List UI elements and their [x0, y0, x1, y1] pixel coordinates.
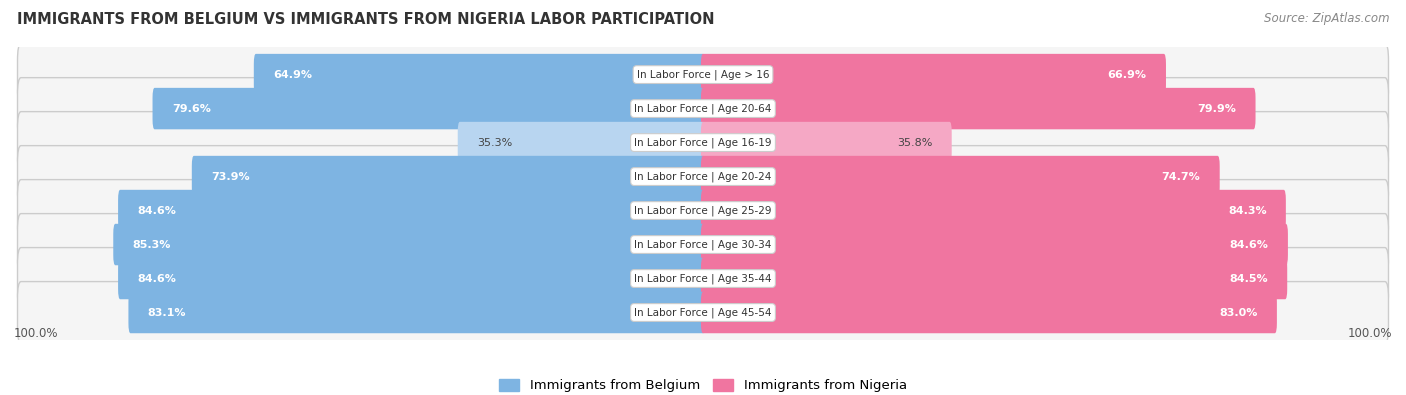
Text: 85.3%: 85.3%: [132, 239, 172, 250]
Text: 84.5%: 84.5%: [1229, 273, 1268, 284]
Text: 100.0%: 100.0%: [1347, 327, 1392, 340]
Text: 84.6%: 84.6%: [1230, 239, 1268, 250]
FancyBboxPatch shape: [702, 122, 952, 163]
FancyBboxPatch shape: [17, 282, 1389, 343]
FancyBboxPatch shape: [17, 214, 1389, 275]
Text: 64.9%: 64.9%: [273, 70, 312, 79]
Text: In Labor Force | Age 20-24: In Labor Force | Age 20-24: [634, 171, 772, 182]
FancyBboxPatch shape: [702, 190, 1286, 231]
Text: In Labor Force | Age 20-64: In Labor Force | Age 20-64: [634, 103, 772, 114]
Text: 83.1%: 83.1%: [148, 308, 186, 318]
Text: 83.0%: 83.0%: [1219, 308, 1257, 318]
Text: 35.8%: 35.8%: [897, 137, 932, 148]
FancyBboxPatch shape: [17, 248, 1389, 309]
FancyBboxPatch shape: [702, 88, 1256, 129]
Text: 84.6%: 84.6%: [138, 273, 176, 284]
FancyBboxPatch shape: [17, 146, 1389, 207]
FancyBboxPatch shape: [118, 258, 704, 299]
FancyBboxPatch shape: [17, 180, 1389, 241]
FancyBboxPatch shape: [702, 156, 1219, 197]
Text: 79.9%: 79.9%: [1198, 103, 1236, 114]
Text: 35.3%: 35.3%: [477, 137, 512, 148]
Text: IMMIGRANTS FROM BELGIUM VS IMMIGRANTS FROM NIGERIA LABOR PARTICIPATION: IMMIGRANTS FROM BELGIUM VS IMMIGRANTS FR…: [17, 12, 714, 27]
FancyBboxPatch shape: [17, 78, 1389, 139]
Text: In Labor Force | Age 16-19: In Labor Force | Age 16-19: [634, 137, 772, 148]
FancyBboxPatch shape: [458, 122, 704, 163]
Text: Source: ZipAtlas.com: Source: ZipAtlas.com: [1264, 12, 1389, 25]
Text: In Labor Force | Age 30-34: In Labor Force | Age 30-34: [634, 239, 772, 250]
FancyBboxPatch shape: [118, 190, 704, 231]
Text: 66.9%: 66.9%: [1108, 70, 1147, 79]
FancyBboxPatch shape: [152, 88, 704, 129]
FancyBboxPatch shape: [17, 112, 1389, 173]
FancyBboxPatch shape: [114, 224, 704, 265]
FancyBboxPatch shape: [702, 224, 1288, 265]
Text: 73.9%: 73.9%: [211, 171, 250, 182]
Text: In Labor Force | Age > 16: In Labor Force | Age > 16: [637, 70, 769, 80]
FancyBboxPatch shape: [191, 156, 704, 197]
Text: In Labor Force | Age 45-54: In Labor Force | Age 45-54: [634, 307, 772, 318]
Text: 100.0%: 100.0%: [14, 327, 59, 340]
FancyBboxPatch shape: [702, 54, 1166, 95]
FancyBboxPatch shape: [702, 292, 1277, 333]
Text: 84.3%: 84.3%: [1227, 205, 1267, 216]
FancyBboxPatch shape: [17, 44, 1389, 105]
Legend: Immigrants from Belgium, Immigrants from Nigeria: Immigrants from Belgium, Immigrants from…: [494, 373, 912, 395]
Text: 79.6%: 79.6%: [172, 103, 211, 114]
FancyBboxPatch shape: [702, 258, 1288, 299]
FancyBboxPatch shape: [128, 292, 704, 333]
Text: 84.6%: 84.6%: [138, 205, 176, 216]
Text: In Labor Force | Age 35-44: In Labor Force | Age 35-44: [634, 273, 772, 284]
Text: In Labor Force | Age 25-29: In Labor Force | Age 25-29: [634, 205, 772, 216]
FancyBboxPatch shape: [254, 54, 704, 95]
Text: 74.7%: 74.7%: [1161, 171, 1201, 182]
